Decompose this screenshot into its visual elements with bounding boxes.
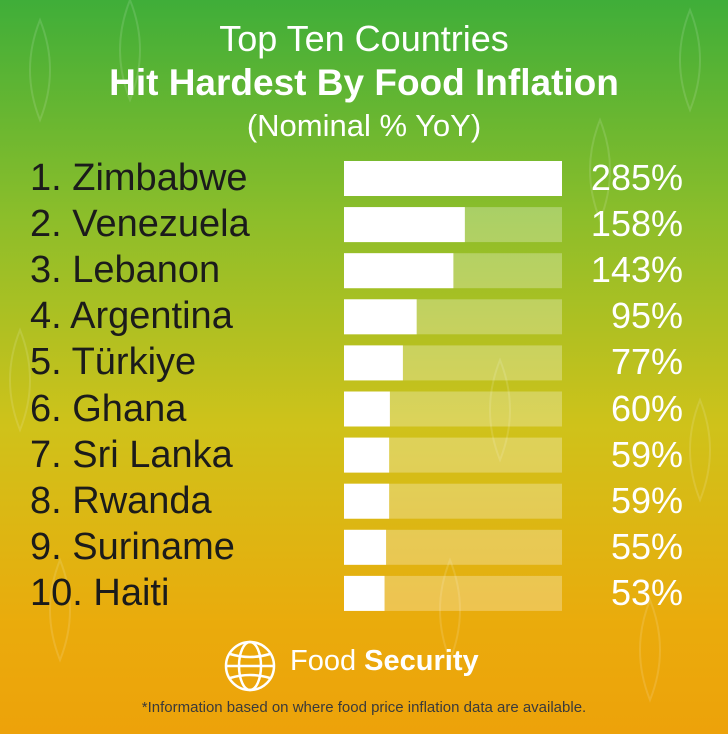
brand-regular: Food bbox=[290, 645, 365, 677]
row-label: 9. Suriname bbox=[30, 525, 235, 568]
data-label: 60% bbox=[610, 387, 683, 429]
data-label: 59% bbox=[610, 479, 683, 521]
chart-title-line-2: Hit Hardest By Food Inflation bbox=[109, 62, 619, 103]
row-label: 3. Lebanon bbox=[30, 249, 221, 292]
bar-sri-lanka bbox=[344, 437, 390, 473]
chart-title-line-1: Top Ten Countries bbox=[219, 18, 509, 59]
data-label: 55% bbox=[610, 525, 683, 567]
row-label: 6. Ghana bbox=[30, 387, 187, 430]
bar-haiti bbox=[344, 575, 385, 611]
food-security-brand: Food Security bbox=[290, 645, 479, 678]
brand-bold: Security bbox=[364, 645, 479, 677]
row-label: 8. Rwanda bbox=[30, 479, 212, 522]
data-label: 285% bbox=[590, 157, 683, 198]
data-label: 53% bbox=[610, 571, 683, 613]
data-label: 59% bbox=[610, 433, 683, 475]
row-label: 7. Sri Lanka bbox=[30, 433, 233, 476]
bar-venezuela bbox=[344, 207, 465, 243]
row-label: 10. Haiti bbox=[30, 571, 170, 614]
bar-t-rkiye bbox=[344, 345, 403, 381]
data-label: 77% bbox=[610, 341, 683, 383]
row-label: 1. Zimbabwe bbox=[30, 157, 248, 199]
bar-zimbabwe bbox=[344, 161, 562, 196]
bar-suriname bbox=[344, 529, 387, 565]
data-label: 158% bbox=[590, 203, 683, 245]
bar-lebanon bbox=[344, 253, 454, 289]
row-label: 2. Venezuela bbox=[30, 203, 250, 246]
bar-argentina bbox=[344, 299, 417, 335]
footnote: *Information based on where food price i… bbox=[141, 699, 587, 716]
globe-icon bbox=[224, 640, 276, 692]
data-label: 95% bbox=[610, 295, 683, 337]
bar-rwanda bbox=[344, 483, 390, 519]
data-label: 143% bbox=[590, 249, 683, 291]
chart-subtitle: (Nominal % YoY) bbox=[246, 108, 482, 143]
bar-ghana bbox=[344, 391, 390, 427]
row-label: 4. Argentina bbox=[30, 295, 233, 338]
row-label: 5. Türkiye bbox=[30, 341, 197, 384]
